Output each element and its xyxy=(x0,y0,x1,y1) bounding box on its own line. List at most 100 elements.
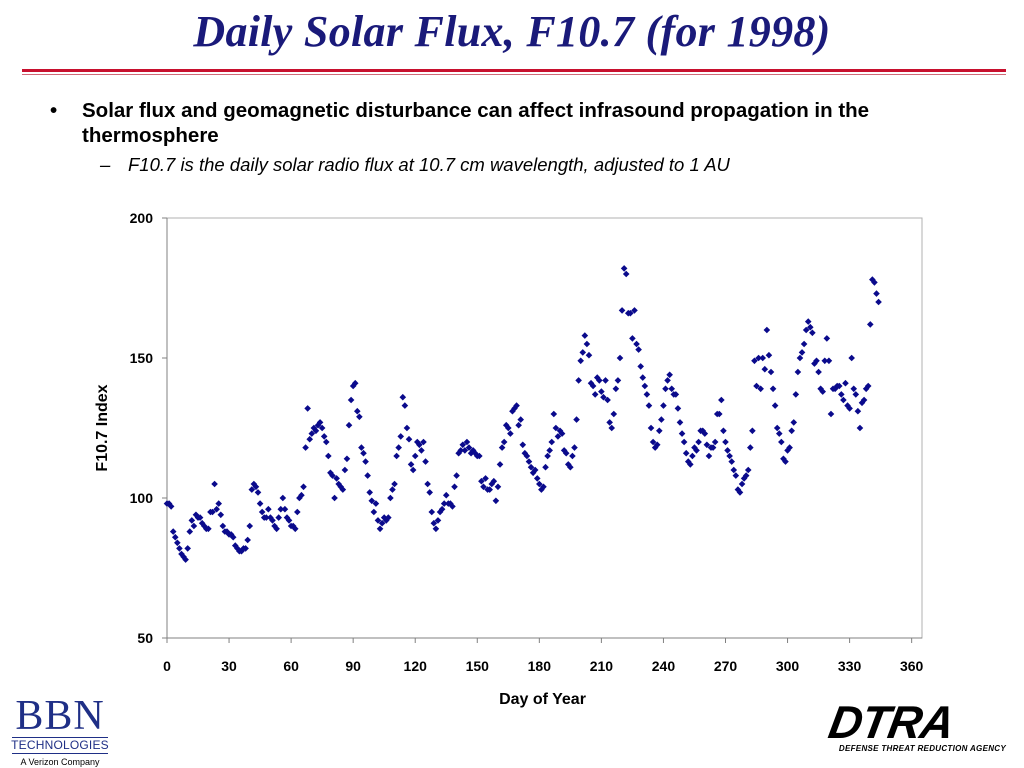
data-point xyxy=(316,419,324,426)
x-tick-label: 30 xyxy=(221,658,237,674)
data-point xyxy=(304,405,311,412)
data-point xyxy=(242,545,249,552)
data-point xyxy=(389,486,396,493)
data-point xyxy=(687,461,694,468)
data-point xyxy=(718,396,725,404)
data-point xyxy=(720,427,727,435)
data-point xyxy=(653,441,661,449)
data-point xyxy=(403,424,411,432)
data-point xyxy=(262,514,270,521)
data-point xyxy=(606,419,613,426)
data-point xyxy=(604,396,611,404)
slide-title: Daily Solar Flux, F10.7 (for 1998) xyxy=(193,7,831,56)
data-point xyxy=(366,489,374,496)
data-point xyxy=(875,298,882,306)
data-point xyxy=(548,438,556,446)
data-point xyxy=(341,466,349,474)
data-point xyxy=(420,438,427,446)
data-point xyxy=(831,385,839,393)
data-point xyxy=(715,410,723,418)
data-point xyxy=(649,438,657,446)
data-point xyxy=(449,503,456,510)
data-point xyxy=(864,382,872,390)
data-point xyxy=(364,472,371,479)
data-point xyxy=(217,511,225,519)
data-point xyxy=(788,427,795,435)
data-point xyxy=(562,449,570,457)
data-point xyxy=(339,486,347,493)
data-point xyxy=(320,433,328,440)
data-point xyxy=(581,332,589,339)
data-point xyxy=(244,536,251,544)
data-point xyxy=(211,480,218,488)
data-point xyxy=(395,444,402,451)
data-point xyxy=(782,458,789,465)
data-point xyxy=(471,449,479,457)
data-point xyxy=(749,427,756,435)
data-point xyxy=(215,500,223,507)
data-point xyxy=(347,396,355,404)
data-point xyxy=(182,556,189,563)
data-point xyxy=(480,483,487,491)
data-point xyxy=(763,326,771,334)
data-point xyxy=(343,455,351,463)
data-point xyxy=(374,517,382,524)
data-point xyxy=(167,503,175,510)
data-point xyxy=(169,528,177,535)
data-point xyxy=(682,449,690,457)
x-tick-label: 0 xyxy=(163,658,171,674)
data-point xyxy=(269,517,276,524)
data-point xyxy=(608,424,616,432)
data-point xyxy=(488,480,496,488)
data-point xyxy=(442,491,450,499)
y-tick-label: 200 xyxy=(130,210,154,226)
title-rule-thick xyxy=(22,69,1006,72)
data-point xyxy=(533,475,541,482)
data-point xyxy=(755,354,762,362)
data-point xyxy=(351,379,359,387)
data-point xyxy=(258,508,266,516)
data-point xyxy=(643,391,651,398)
data-point xyxy=(871,279,878,286)
data-point xyxy=(656,427,663,435)
data-point xyxy=(418,447,425,454)
data-point xyxy=(306,435,314,443)
x-tick-label: 120 xyxy=(404,658,428,674)
data-point xyxy=(310,424,318,432)
data-point xyxy=(767,368,775,376)
data-point xyxy=(769,385,777,393)
data-point xyxy=(827,410,835,418)
data-point xyxy=(709,444,717,451)
data-point xyxy=(815,368,822,376)
data-point xyxy=(308,430,316,437)
data-point xyxy=(453,472,460,479)
data-point xyxy=(550,410,558,418)
data-point xyxy=(579,349,587,356)
data-point xyxy=(796,354,804,362)
data-point xyxy=(302,444,309,451)
data-point xyxy=(860,396,868,404)
data-point xyxy=(527,463,535,471)
data-point xyxy=(666,371,673,379)
data-point xyxy=(505,424,512,432)
data-point xyxy=(358,444,365,451)
data-point xyxy=(800,340,808,348)
data-point xyxy=(637,363,644,370)
data-point xyxy=(327,469,334,477)
data-point xyxy=(757,385,764,393)
data-point xyxy=(585,351,593,359)
data-point xyxy=(765,351,773,359)
data-point xyxy=(314,421,322,429)
data-point xyxy=(513,402,520,409)
data-point xyxy=(629,335,636,342)
data-point xyxy=(391,480,398,488)
data-point xyxy=(329,472,336,479)
data-point xyxy=(405,435,413,443)
y-tick-label: 100 xyxy=(130,490,154,506)
x-tick-label: 90 xyxy=(345,658,361,674)
data-point xyxy=(362,458,369,465)
data-point xyxy=(265,505,272,513)
data-point xyxy=(248,486,256,493)
bullet-list: • Solar flux and geomagnetic disturbance… xyxy=(50,98,1000,176)
data-point xyxy=(200,522,208,530)
